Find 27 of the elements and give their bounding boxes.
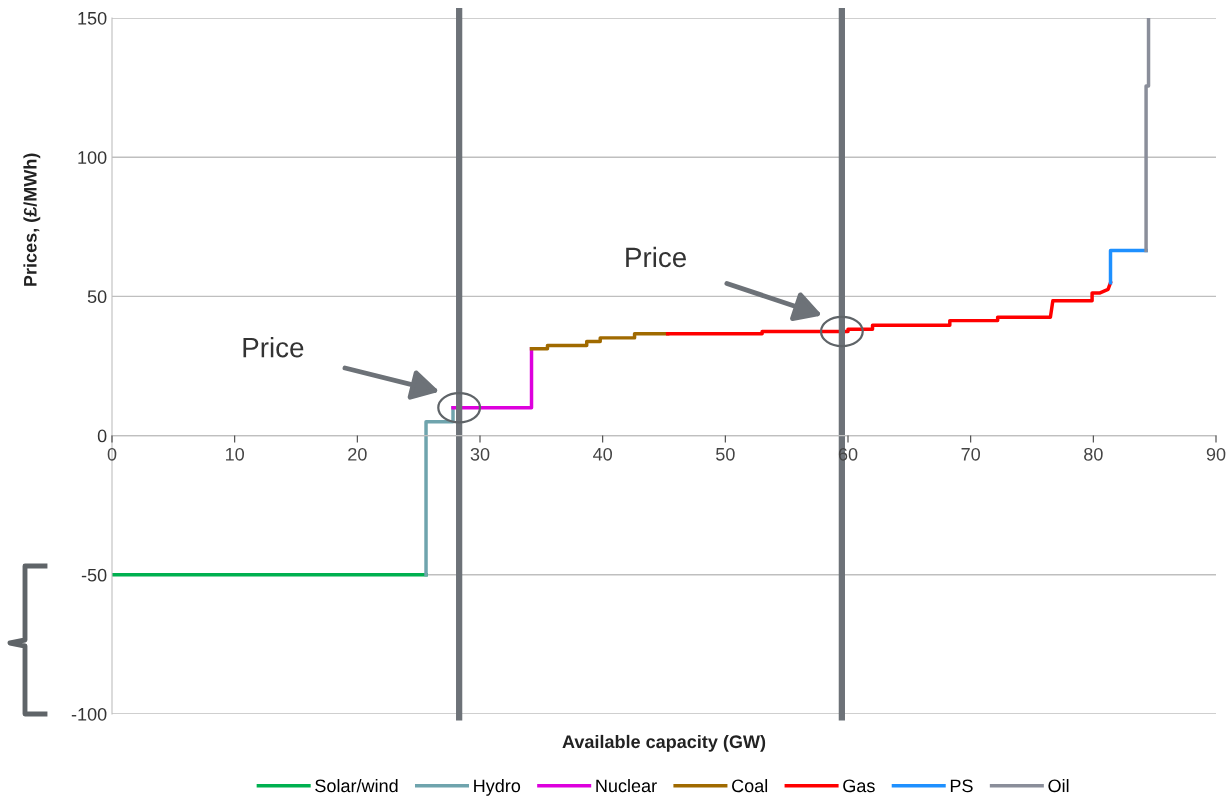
x-tick-label: 90 bbox=[1206, 447, 1226, 461]
legend-label: Gas bbox=[843, 779, 875, 793]
legend-label: Nuclear bbox=[596, 778, 657, 793]
x-tick-label: 20 bbox=[348, 447, 367, 461]
y-tick-label: -50 bbox=[81, 568, 107, 582]
legend-label: Oil bbox=[1048, 778, 1069, 793]
legend-label: Coal bbox=[732, 778, 768, 793]
y-tick-label: -100 bbox=[71, 707, 107, 721]
annotation: Price bbox=[626, 246, 686, 268]
x-tick-label: 30 bbox=[470, 447, 490, 461]
x-tick-label: 80 bbox=[1084, 447, 1103, 461]
x-tick-label: 40 bbox=[593, 447, 612, 461]
y-tick-label: 0 bbox=[97, 429, 107, 443]
x-axis-title: Available capacity (GW) bbox=[562, 734, 766, 752]
y-tick-label: 150 bbox=[78, 11, 107, 25]
x-tick-label: 10 bbox=[226, 447, 244, 461]
x-tick-label: 50 bbox=[716, 447, 735, 461]
y-tick-label: 50 bbox=[87, 290, 107, 304]
x-tick-label: 70 bbox=[961, 447, 980, 461]
y-axis-title: Prices, (£/MWh) bbox=[23, 153, 41, 286]
line-series bbox=[665, 281, 1113, 336]
x-tick-label: 0 bbox=[107, 447, 117, 461]
legend-label: Solar/wind bbox=[315, 778, 398, 793]
y-tick-label: 100 bbox=[78, 151, 107, 164]
annotation: Price bbox=[243, 337, 304, 358]
legend-label: PS bbox=[950, 779, 973, 793]
legend-label: Hydro bbox=[474, 778, 521, 796]
